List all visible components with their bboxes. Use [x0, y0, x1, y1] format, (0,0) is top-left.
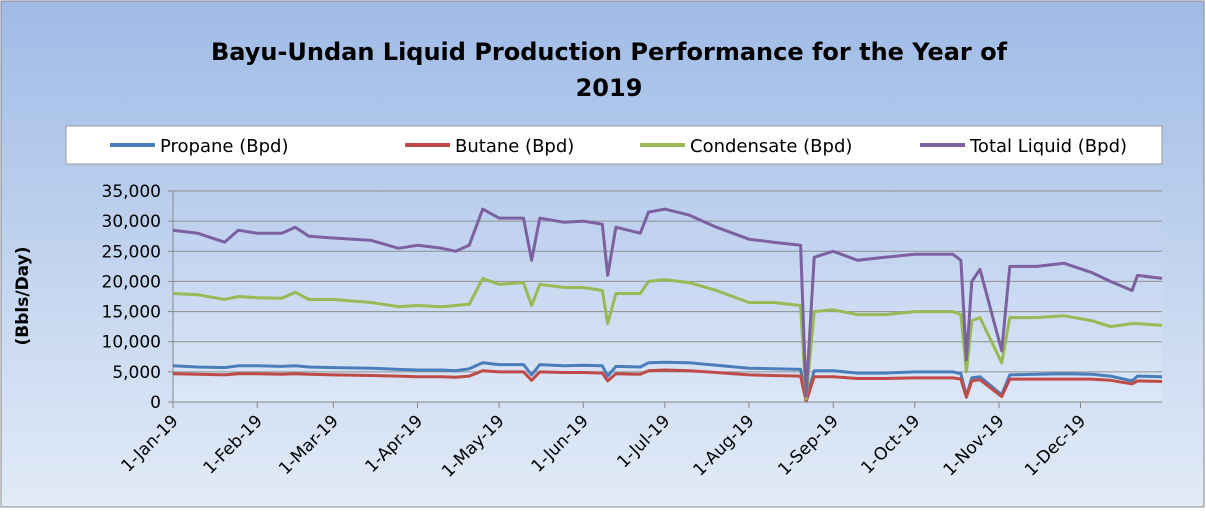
legend-label: Condensate (Bpd)	[690, 136, 852, 157]
series-line	[172, 276, 1163, 401]
chart-title: Bayu-Undan Liquid Production Performance…	[211, 38, 1008, 102]
y-tick-label: 10,000	[102, 333, 161, 353]
y-axis-label: (Bbls/Day)	[13, 247, 33, 346]
legend-label: Total Liquid (Bpd)	[969, 136, 1127, 157]
series-line	[172, 360, 1163, 403]
legend-label: Propane (Bpd)	[160, 136, 288, 157]
y-tick-label: 5,000	[112, 363, 161, 383]
series-line	[172, 368, 1163, 403]
legend-label: Butane (Bpd)	[455, 136, 574, 157]
y-tick-label: 15,000	[102, 303, 161, 323]
y-tick-label: 20,000	[102, 272, 161, 292]
y-tick-label: 30,000	[102, 212, 161, 232]
series-line	[172, 207, 1163, 398]
y-tick-label: 35,000	[102, 182, 161, 202]
legend-box	[65, 125, 1163, 165]
y-tick-label: 25,000	[102, 242, 161, 262]
y-tick-label: 0	[150, 393, 161, 413]
